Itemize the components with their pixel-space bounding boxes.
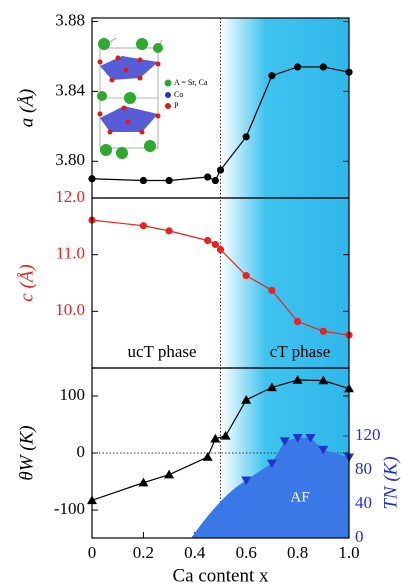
data-point <box>305 433 316 443</box>
y2-tick-label: 120 <box>355 425 381 444</box>
y-tick-label: 3.88 <box>55 10 85 29</box>
crystal-inset <box>97 37 172 159</box>
y-axis-label: θW (K) <box>16 425 37 480</box>
y-tick-label: 3.84 <box>55 80 85 99</box>
y2-axis-label: TN (K) <box>380 456 401 509</box>
y2-tick-label: 80 <box>355 459 372 478</box>
data-point <box>211 240 219 249</box>
data-point <box>292 374 303 384</box>
data-point <box>241 476 252 486</box>
y-axis-label: a (Å) <box>16 89 37 128</box>
x-tick-label: 0.6 <box>236 543 257 562</box>
data-point <box>241 394 252 404</box>
y-tick-label: 12.0 <box>55 187 85 206</box>
data-point <box>266 459 277 469</box>
y2-tick-label: 0 <box>355 527 364 546</box>
data-point <box>294 63 302 71</box>
data-point <box>216 245 225 254</box>
af-region <box>191 437 349 538</box>
y-tick-label: 11.0 <box>56 244 85 263</box>
data-point <box>210 433 221 443</box>
data-point <box>165 176 173 185</box>
data-point <box>242 272 250 280</box>
annotation: AF <box>290 489 309 505</box>
data-point <box>319 327 327 335</box>
data-point <box>165 227 173 235</box>
data-point <box>139 176 147 185</box>
data-point <box>242 133 250 141</box>
y-tick-label: 10.0 <box>55 300 85 319</box>
x-tick-label: 0 <box>88 543 97 562</box>
x-tick-label: 0.8 <box>287 543 308 562</box>
annotation: ucT phase <box>127 342 196 361</box>
data-point <box>139 222 147 230</box>
inset-legend-label: Co <box>174 90 183 99</box>
inset-legend-label: A = Sr, Ca <box>174 78 208 87</box>
annotation: cT phase <box>270 342 331 361</box>
data-point <box>294 317 302 326</box>
panel-frame <box>91 367 350 539</box>
data-point <box>279 437 290 447</box>
data-point <box>292 433 303 443</box>
x-tick-label: 0.2 <box>133 543 154 562</box>
data-point <box>318 375 329 385</box>
y2-tick-label: 40 <box>355 493 372 512</box>
data-point <box>318 445 329 455</box>
x-tick-label: 0.4 <box>184 543 206 562</box>
data-point <box>202 451 213 461</box>
data-point <box>204 236 212 245</box>
data-point <box>266 382 277 392</box>
x-axis-label: Ca content x <box>172 565 269 586</box>
x-tick-label: 1.0 <box>338 543 359 562</box>
data-point <box>138 477 149 487</box>
data-point <box>216 166 225 174</box>
y-tick-label: 0 <box>77 442 86 461</box>
y-tick-label: 100 <box>60 385 86 404</box>
data-point <box>268 72 276 80</box>
data-point <box>164 469 175 479</box>
data-point <box>268 286 276 294</box>
data-point <box>319 63 327 71</box>
data-point <box>204 173 212 181</box>
data-point <box>220 430 231 440</box>
y-axis-label: c (Å) <box>16 264 37 301</box>
y-tick-label: 3.80 <box>55 150 85 169</box>
inset-legend-label: P <box>174 101 179 110</box>
data-point <box>211 176 219 185</box>
y-tick-label: -100 <box>54 499 85 518</box>
